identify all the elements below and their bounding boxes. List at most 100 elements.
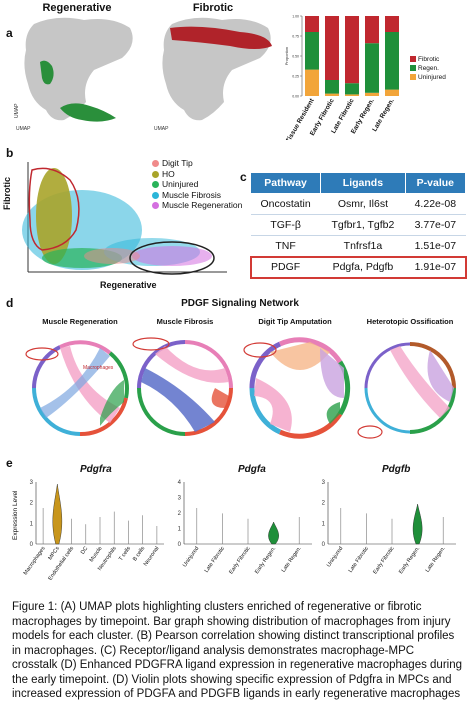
umap-regenerative: UMAP UMAP — [14, 17, 133, 132]
violin-shape-highlight — [412, 503, 423, 545]
legend-item: Uninjured — [152, 179, 242, 190]
violin-x-label: DC — [80, 546, 89, 556]
bar-segment — [365, 16, 379, 44]
violin-ytick-label: 0 — [178, 542, 182, 548]
bar-ytick-label: 0.25 — [292, 75, 299, 79]
bar-ytick-label: 0.50 — [292, 55, 299, 59]
correlation-xlabel: Regenerative — [100, 280, 157, 290]
chord-muscle-regeneration — [25, 340, 129, 437]
violin-ytick-label: 2 — [178, 511, 182, 517]
chord-digit-tip — [243, 337, 351, 439]
violin-ytick-label: 0 — [30, 542, 34, 548]
correlation-legend: Digit Tip HO Uninjured Muscle Fibrosis Muscl… — [152, 158, 242, 211]
pathway-table: Pathway Ligands P-value Oncostatin Osmr, … — [249, 172, 467, 279]
bar-category-label: Late Regen. — [371, 97, 396, 133]
regenerative-outline — [129, 241, 215, 275]
violin-shape-highlight — [268, 521, 279, 545]
violin-x-label: T cells — [118, 546, 132, 563]
bar-segment — [365, 92, 379, 96]
chord-diagrams — [25, 337, 456, 439]
violin-ytick-label: 1 — [322, 521, 326, 527]
violin-ytick-label: 3 — [178, 496, 182, 502]
bar-ytick-label: 0.75 — [292, 35, 299, 39]
umap-fibrotic: UMAP — [154, 17, 272, 132]
bar-ytick-label: 0.00 — [292, 95, 299, 99]
legend-dot — [152, 202, 159, 210]
panel-label-e: e — [6, 456, 13, 470]
violin-x-label: Late Regen. — [281, 545, 303, 573]
violin-ytick-label: 4 — [178, 480, 182, 486]
chord-title-1: Muscle Regeneration — [42, 317, 118, 326]
chord-muscle-fibrosis — [132, 337, 233, 436]
violin-ylabel: Expression Level — [12, 490, 19, 541]
umap-regenerative-title: Regenerative — [42, 2, 112, 14]
violin-title-pdgfra: Pdgfra — [80, 464, 112, 475]
svg-text:UMAP: UMAP — [154, 126, 169, 132]
legend-dot — [152, 181, 159, 189]
bar-segment — [385, 89, 399, 96]
table-row: Oncostatin Osmr, Il6st 4.22e-08 — [250, 193, 466, 215]
bar-legend-swatch — [410, 56, 416, 62]
legend-label: Muscle Regeneration — [162, 200, 243, 210]
bar-segment — [365, 43, 379, 93]
col-pvalue: P-value — [404, 172, 467, 194]
bar-ylabel: Proportion — [284, 47, 289, 65]
violin-x-label: Early Regen. — [398, 545, 421, 575]
violin-x-label: Macrophages — [23, 546, 47, 577]
violin-ytick-label: 3 — [322, 480, 326, 486]
violin-x-label: Late Fibrotic — [348, 546, 370, 574]
macrophages-label: Macrophages — [83, 365, 114, 371]
violin-ytick-label: 1 — [178, 527, 182, 533]
bar-legend-swatch — [410, 74, 416, 80]
chord-title-4: Heterotopic Ossification — [366, 317, 454, 326]
legend-dot — [152, 191, 159, 199]
legend-label: HO — [162, 168, 175, 179]
bar-segment — [345, 83, 359, 95]
legend-label: Digit Tip — [162, 158, 193, 168]
violin-shape-highlight — [52, 483, 63, 545]
legend-item: HO — [152, 169, 242, 180]
bar-segment — [305, 69, 319, 96]
violin-ytick-label: 3 — [30, 480, 34, 486]
legend-dot — [152, 170, 159, 178]
violin-ytick-label: 0 — [322, 542, 326, 548]
umap-fibrotic-title: Fibrotic — [192, 2, 234, 14]
bar-segment — [305, 16, 319, 32]
violin-x-label: Uninjured — [182, 546, 200, 569]
violin-ytick-label: 1 — [30, 521, 34, 527]
figure-caption: Figure 1: (A) UMAP plots highlighting cl… — [12, 601, 463, 700]
violin-x-label: MPCs — [47, 546, 61, 562]
bar-ytick-label: 1.00 — [292, 15, 299, 19]
violin-ytick-label: 2 — [30, 501, 34, 507]
bar-segment — [325, 93, 339, 96]
bar-legend-swatch — [410, 65, 416, 71]
umap-regen-cluster-2 — [60, 103, 116, 122]
pdgf-network-title: PDGF Signaling Network — [181, 298, 299, 309]
legend-item: Digit Tip — [152, 158, 242, 169]
bar-segment — [385, 16, 399, 32]
col-pathway: Pathway — [249, 172, 322, 194]
legend-item: Muscle Fibrosis — [152, 190, 242, 201]
bar-segment — [345, 94, 359, 96]
col-ligands: Ligands — [320, 172, 406, 194]
umap-regen-cluster-1 — [40, 60, 54, 85]
panel-label-b: b — [6, 146, 14, 160]
umap-x-label-1: UMAP — [16, 126, 31, 132]
correlation-ylabel: Fibrotic — [2, 177, 12, 210]
chord-heterotopic-ossification — [357, 342, 456, 439]
bar-legend-label: Uninjured — [418, 74, 446, 81]
bar-segment — [345, 16, 359, 84]
panel-label-a: a — [6, 26, 13, 40]
violin-x-label: Early Regen. — [254, 545, 277, 575]
table-row-pdgf-highlighted: PDGF Pdgfa, Pdgfb 1.91e-07 — [249, 255, 467, 279]
violin-x-label: B cells — [132, 546, 146, 563]
legend-label: Muscle Fibrosis — [162, 189, 222, 200]
umap-fibrotic-cluster — [170, 26, 272, 49]
legend-item: Muscle Regeneration — [152, 200, 242, 211]
table-row: TNF Tnfrsf1a 1.51e-07 — [250, 235, 466, 257]
table-row: TGF-β Tgfbr1, Tgfb2 3.77e-07 — [250, 214, 466, 236]
